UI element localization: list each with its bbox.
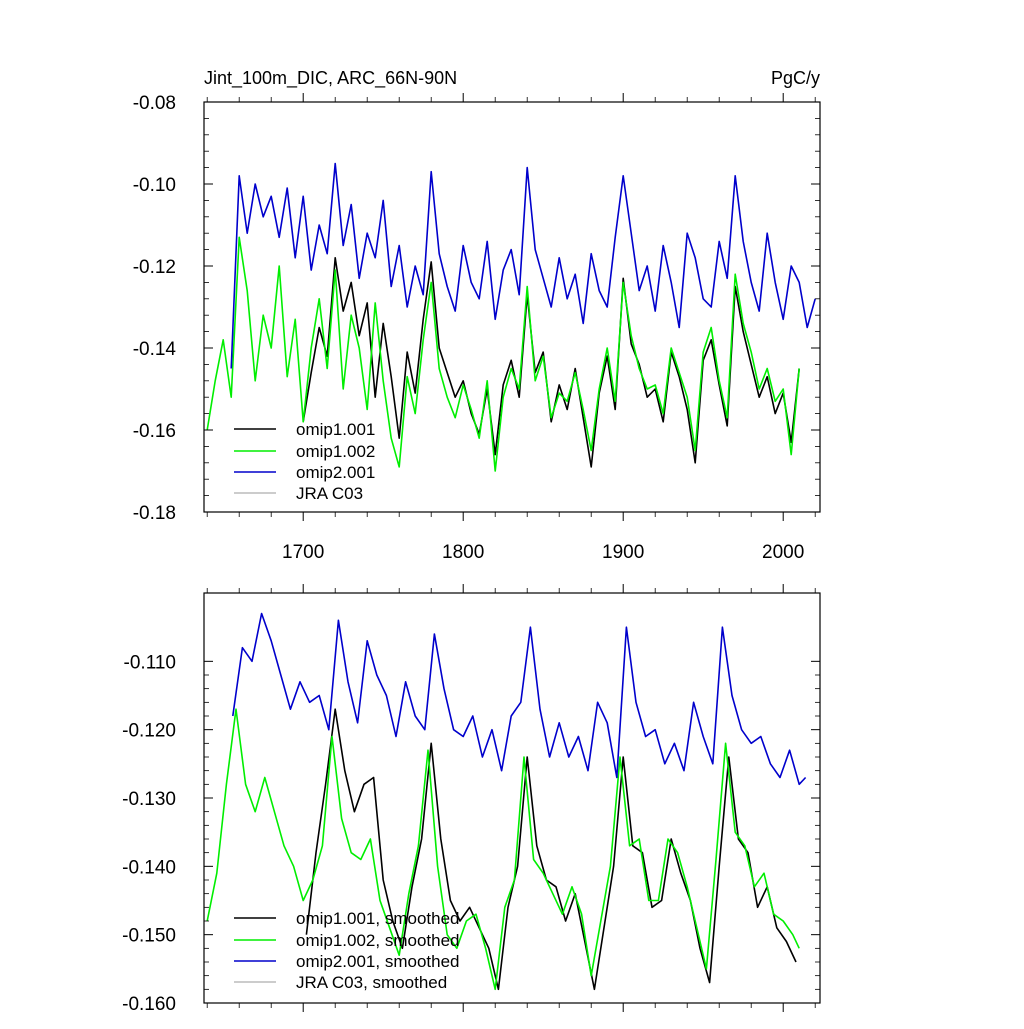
top-plot-frame [203,101,821,513]
bottom-legend-label-jra-c03: JRA C03, smoothed [296,973,447,992]
top-x-tick-label: 1900 [602,542,644,563]
bottom-y-tick-label: -0.120 [122,721,176,742]
top-chart-units: PgC/y [771,68,820,88]
bottom-series-omip1-001-smoothed [305,708,797,991]
bottom-y-tick-label: -0.140 [122,857,176,878]
bottom-y-tick-label: -0.150 [122,926,176,947]
top-x-tick-label: 1700 [282,542,324,563]
top-y-tick-label: -0.08 [133,93,176,114]
top-legend-label-omip2-001: omip2.001 [296,463,375,482]
bottom-y-tick-label: -0.130 [122,789,176,810]
top-legend-label-omip1-001: omip1.001 [296,420,375,439]
top-chart-title: Jint_100m_DIC, ARC_66N-90N [204,68,457,89]
top-x-tick-label: 2000 [762,542,804,563]
top-plot-area: -0.18 -0.16 -0.14 -0.12 -0.10 -0.08 1700 1800 19… [133,93,821,563]
top-y-tick-label: -0.18 [133,503,176,524]
top-series-omip1-001 [302,256,800,468]
bottom-plot-area: -0.160 -0.150 -0.140 -0.130 -0.120 -0.110 [122,584,821,1015]
top-series-group [206,162,816,472]
top-y-tick-label: -0.16 [133,421,176,442]
top-x-tick-label: 1800 [442,542,484,563]
top-series-omip2-001 [230,162,816,369]
top-y-tick-label: -0.12 [133,257,176,278]
bottom-legend-label-omip1-002: omip1.002, smoothed [296,931,460,950]
top-legend-label-omip1-002: omip1.002 [296,442,375,461]
top-y-tick-label: -0.10 [133,175,176,196]
top-legend-label-jra-c03: JRA C03 [296,484,363,503]
top-legend: omip1.001 omip1.002 omip2.001 JRA C03 [234,420,375,503]
bottom-legend-label-omip2-001: omip2.001, smoothed [296,952,460,971]
bottom-series-group [206,612,807,991]
bottom-series-omip2-001-smoothed [232,612,807,786]
top-series-omip1-002 [206,236,800,472]
top-y-tick-label: -0.14 [133,339,177,360]
bottom-y-tick-label: -0.160 [122,994,176,1015]
bottom-legend: omip1.001, smoothed omip1.002, smoothed … [234,909,460,992]
bottom-panel: -0.160 -0.150 -0.140 -0.130 -0.120 -0.110 omi… [122,584,821,1015]
bottom-legend-label-omip1-001: omip1.001, smoothed [296,909,460,928]
top-panel: Jint_100m_DIC, ARC_66N-90N PgC/y -0.18-0… [133,68,821,563]
bottom-series-omip1-002-smoothed [206,708,800,991]
bottom-y-tick-label: -0.110 [124,652,176,673]
